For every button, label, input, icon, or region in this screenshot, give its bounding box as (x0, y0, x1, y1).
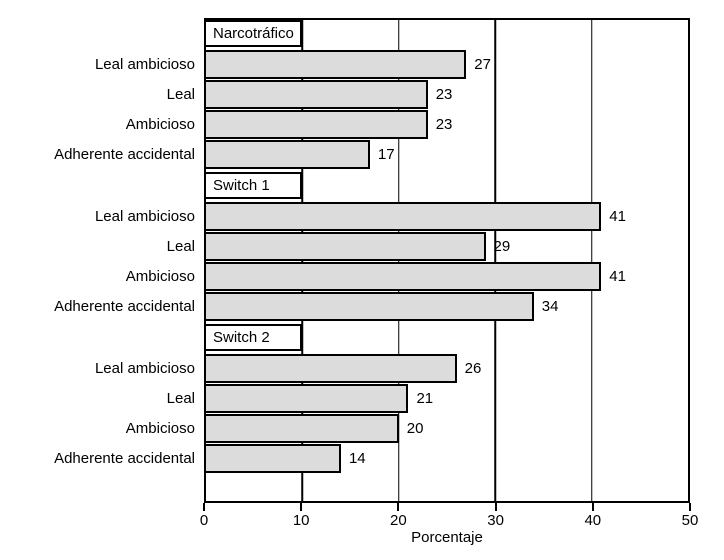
bar-row: Ambicioso 23 (126, 110, 688, 140)
bar (204, 292, 534, 321)
category-label: Leal ambicioso (94, 208, 195, 225)
bar-value-label: 41 (609, 268, 626, 285)
bar-groups: Narcotráfico Leal ambicioso 27 Leal 23 Ambici… (54, 20, 688, 501)
group-label-row: Narcotráfico (204, 20, 688, 50)
x-tick (300, 503, 303, 511)
bar-row: Adherente accidental 17 (54, 140, 688, 170)
bar (204, 354, 457, 383)
grid-line (494, 20, 496, 501)
bar-value-label: 17 (377, 146, 395, 163)
x-tick-label: 0 (199, 512, 209, 529)
bar-row: Leal ambicioso 41 (95, 202, 688, 232)
plot-area: Narcotráfico Leal ambicioso 27 Leal 23 Ambici… (54, 18, 690, 503)
category-label: Leal (166, 86, 195, 103)
category-label: Leal ambicioso (94, 360, 195, 377)
bar (204, 414, 399, 443)
group-label-box: Narcotráfico (204, 20, 303, 47)
bar-group: Narcotráfico Leal ambicioso 27 Leal 23 Ambici… (54, 20, 688, 170)
bar-value-label: 14 (348, 450, 366, 467)
x-axis-title: Porcentaje (411, 529, 483, 546)
category-label: Leal (166, 390, 195, 407)
category-label: Leal (166, 238, 195, 255)
bar (204, 140, 370, 169)
x-tick (494, 503, 497, 511)
bar (204, 262, 602, 291)
group-label-box: Switch 1 (204, 172, 303, 199)
bar (204, 384, 409, 413)
bar-row: Ambicioso 20 (126, 414, 688, 444)
category-label: Ambicioso (125, 116, 195, 133)
bar-row: Leal ambicioso 26 (95, 354, 688, 384)
bar-row: Leal ambicioso 27 (95, 50, 688, 80)
category-label: Adherente accidental (54, 450, 195, 467)
bar-value-label: 23 (435, 86, 453, 103)
bar (204, 444, 341, 473)
x-tick (203, 503, 205, 511)
bar-value-label: 29 (493, 238, 511, 255)
group-label-row: Switch 2 (204, 324, 688, 354)
bar-group: Switch 1 Leal ambicioso 41 Leal 29 Ambicioso 4… (54, 172, 688, 322)
x-tick (591, 503, 594, 511)
bar-row: Leal 21 (167, 384, 688, 414)
bar-value-label: 34 (541, 298, 559, 315)
bar-row: Leal 29 (167, 232, 688, 262)
category-label: Ambicioso (125, 420, 195, 437)
bar-row: Adherente accidental 14 (54, 444, 688, 474)
bar-value-label: 41 (609, 208, 626, 225)
x-tick (397, 503, 400, 511)
bar-value-label: 20 (406, 420, 424, 437)
bar-value-label: 26 (464, 360, 482, 377)
x-tick-label: 40 (584, 512, 602, 529)
bar (204, 202, 602, 231)
bar-value-label: 21 (416, 390, 434, 407)
category-label: Adherente accidental (54, 146, 195, 163)
bar (204, 232, 486, 261)
x-tick-label: 10 (292, 512, 310, 529)
x-tick (689, 503, 691, 511)
category-label: Ambicioso (125, 268, 195, 285)
x-axis: 0 10 20 30 40 50 (200, 503, 698, 535)
bar (204, 80, 428, 109)
group-label-box: Switch 2 (204, 324, 303, 351)
bar-row: Leal 23 (167, 80, 688, 110)
x-tick-label: 30 (487, 512, 504, 529)
bar (204, 110, 428, 139)
bar-group: Switch 2 Leal ambicioso 26 Leal 21 Ambicioso 2… (54, 324, 688, 474)
group-label-row: Switch 1 (204, 172, 688, 202)
bar (204, 50, 467, 79)
x-tick-label: 20 (390, 512, 407, 529)
category-label: Adherente accidental (54, 298, 195, 315)
bar-value-label: 27 (474, 56, 491, 73)
category-label: Leal ambicioso (94, 56, 195, 73)
bar-row: Ambicioso 41 (126, 262, 688, 292)
x-tick-label: 50 (681, 512, 699, 529)
grid-line (590, 20, 593, 501)
bar-value-label: 23 (435, 116, 453, 133)
bar-row: Adherente accidental 34 (54, 292, 688, 322)
